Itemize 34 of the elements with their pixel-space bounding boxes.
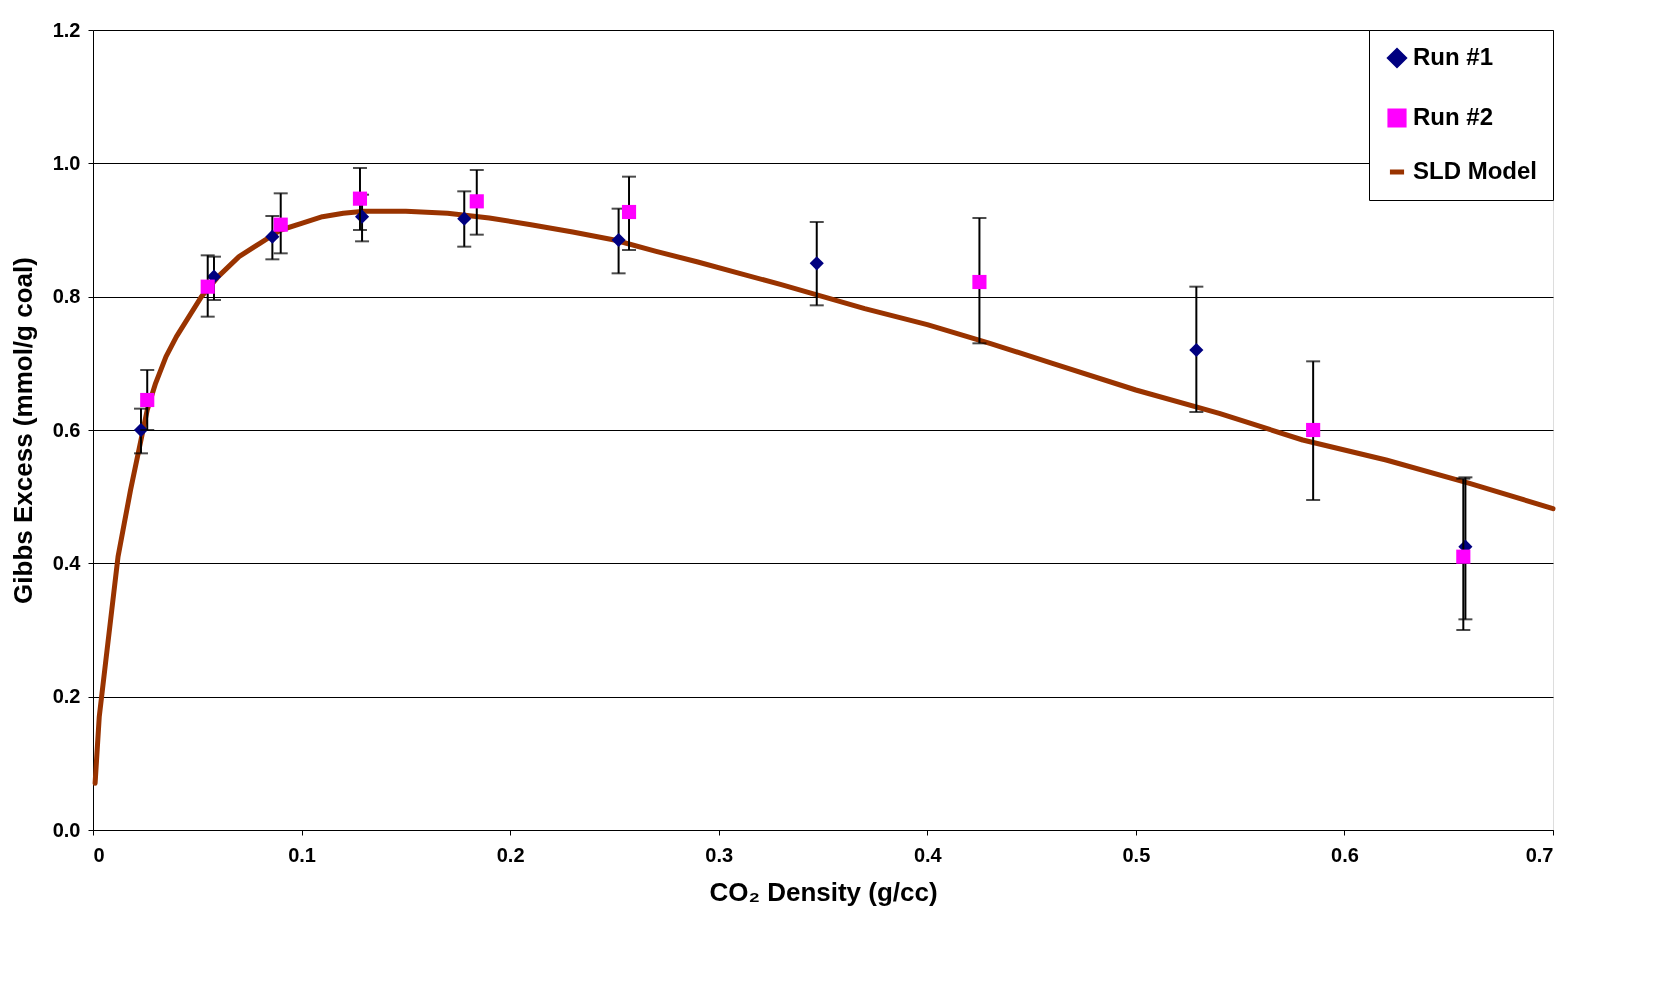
x-tick-label: 0.1 <box>288 843 316 866</box>
point <box>352 191 368 206</box>
point <box>457 211 472 226</box>
point <box>809 256 824 271</box>
point <box>1306 422 1321 438</box>
x-tick-label: 0.3 <box>705 843 734 866</box>
x-tick-label: 0.6 <box>1331 843 1359 866</box>
point <box>273 217 288 232</box>
y-tick-label: 0.4 <box>52 551 82 574</box>
x-tick-label: 0 <box>93 843 105 866</box>
y-tick-label: 1.2 <box>52 18 81 41</box>
y-tick-label: 0.0 <box>52 818 81 841</box>
point <box>469 194 484 209</box>
y-tick-label: 1.0 <box>52 151 81 174</box>
x-axis-title: CO₂ Density (g/cc) <box>709 876 938 907</box>
y-tick-label: 0.2 <box>52 685 81 708</box>
y-axis-title: Gibbs Excess (mmol/g coal) <box>7 257 38 604</box>
x-tick-label: 0.2 <box>496 843 525 866</box>
y-tick-label: 0.6 <box>52 418 81 441</box>
point <box>265 229 280 244</box>
point <box>1189 342 1204 358</box>
x-tick-label: 0.5 <box>1122 843 1151 866</box>
point <box>1456 549 1471 564</box>
legend-label: SLD Model <box>1413 157 1537 184</box>
x-tick-label: 0.7 <box>1525 843 1554 866</box>
x-tick-label: 0.4 <box>913 843 943 866</box>
point <box>200 279 215 294</box>
y-tick-label: 0.8 <box>52 285 81 308</box>
point <box>140 392 155 408</box>
point <box>611 232 626 248</box>
legend-label: Run #1 <box>1413 43 1494 70</box>
point <box>621 204 637 220</box>
legend-label: Run #2 <box>1413 103 1494 130</box>
point <box>972 274 987 290</box>
